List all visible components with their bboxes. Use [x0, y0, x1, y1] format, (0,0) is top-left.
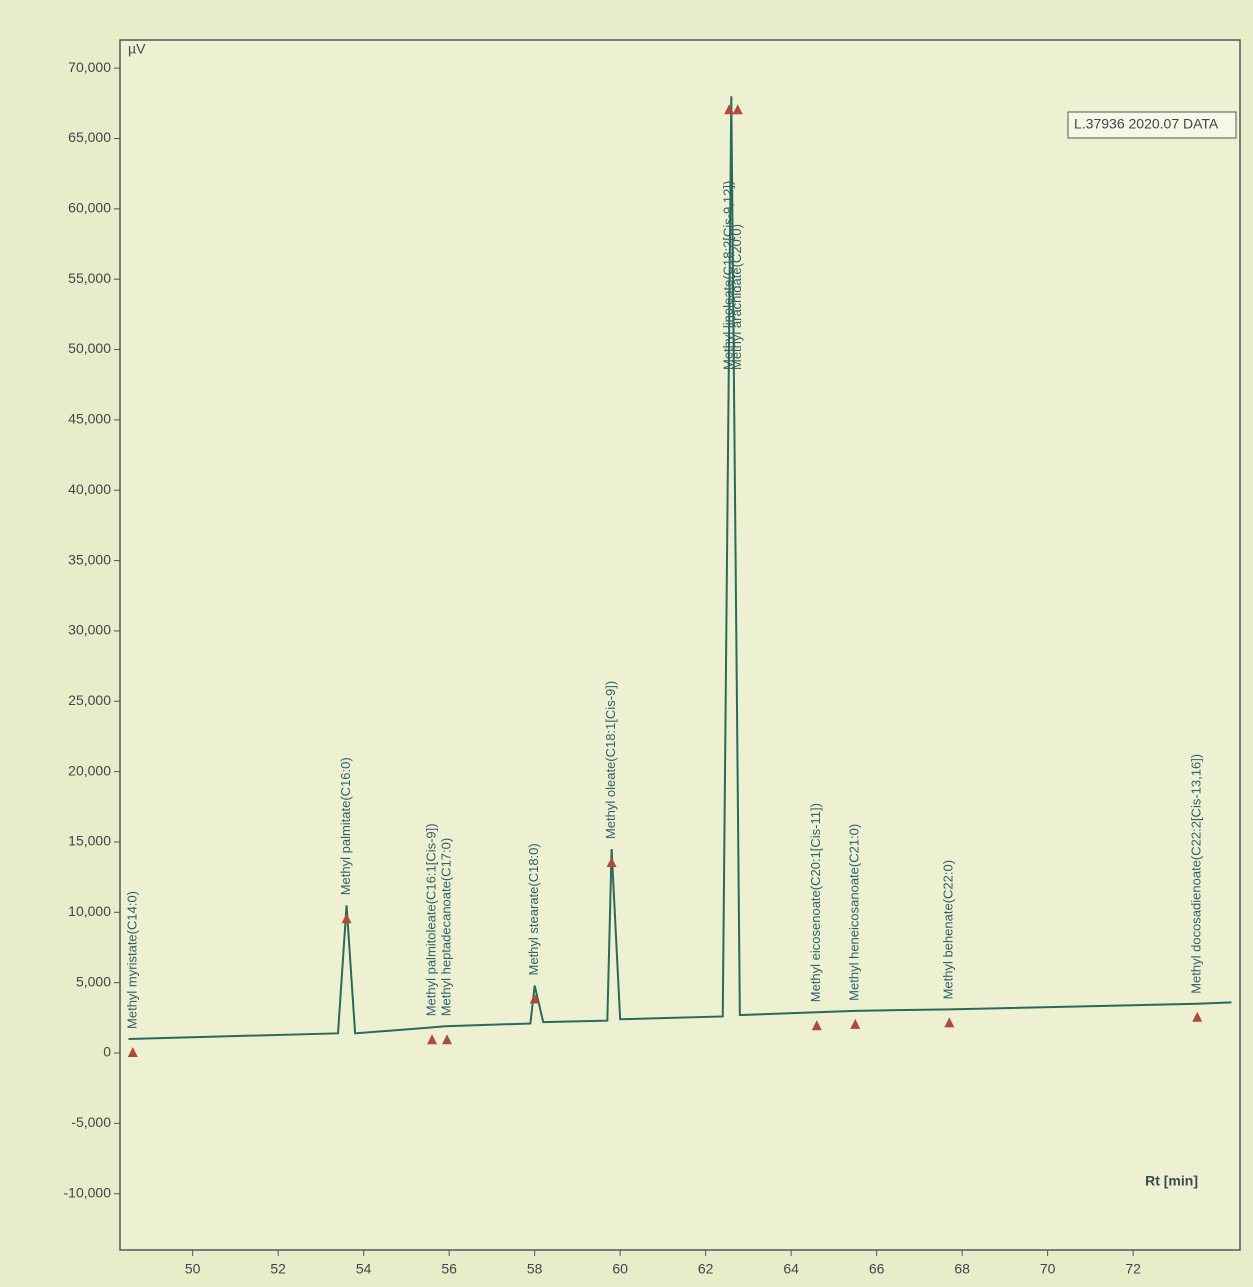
y-tick-label: 10,000 [68, 903, 111, 919]
x-tick-label: 52 [270, 1261, 286, 1277]
peak-marker [944, 1017, 955, 1028]
y-tick-label: 45,000 [68, 411, 111, 427]
peak-label: Methyl heptadecanoate(C17:0) [438, 838, 453, 1017]
peak-label: Methyl docosadienoate(C22:2[Cis-13,16]) [1189, 754, 1204, 994]
peak-marker [427, 1034, 438, 1045]
chromatogram-line [128, 96, 1232, 1040]
peak-label: Methyl heneicosanoate(C21:0) [847, 824, 862, 1001]
x-tick-label: 54 [356, 1261, 372, 1277]
x-tick-label: 66 [869, 1261, 885, 1277]
peak-label: Methyl palmitate(C16:0) [338, 757, 353, 895]
peak-label: Methyl stearate(C18:0) [526, 843, 541, 975]
x-tick-label: 62 [698, 1261, 714, 1277]
peak-marker [724, 104, 735, 115]
y-tick-label: -10,000 [64, 1184, 112, 1200]
y-tick-label: 30,000 [68, 622, 111, 638]
peak-marker [442, 1034, 453, 1045]
peak-marker [1192, 1011, 1203, 1022]
peak-label: Methyl eicosenoate(C20:1[Cis-11]) [808, 803, 823, 1002]
peak-marker [811, 1020, 822, 1031]
x-tick-label: 72 [1125, 1261, 1141, 1277]
peak-marker [127, 1046, 138, 1057]
legend-entry: L.37936 2020.07 DATA [1074, 116, 1219, 132]
x-tick-label: 50 [185, 1261, 201, 1277]
peak-label: Methyl oleate(C18:1[Cis-9]) [603, 681, 618, 839]
peak-marker [529, 993, 540, 1004]
y-tick-label: 15,000 [68, 833, 111, 849]
y-tick-label: 70,000 [68, 59, 111, 75]
peak-marker [732, 104, 743, 115]
peak-marker [850, 1018, 861, 1029]
y-tick-label: 0 [103, 1044, 111, 1060]
legend-box [1067, 111, 1237, 139]
peak-label: Methyl behenate(C22:0) [941, 860, 956, 999]
y-unit: µV [128, 41, 146, 57]
y-tick-label: 55,000 [68, 270, 111, 286]
x-tick-label: 70 [1040, 1261, 1056, 1277]
y-tick-label: -5,000 [71, 1114, 111, 1130]
peak-label: Methyl arachidate(C20:0) [729, 224, 744, 370]
peak-label: Methyl palmitoleate(C16:1[Cis-9]) [423, 823, 438, 1016]
y-tick-label: 35,000 [68, 551, 111, 567]
x-tick-label: 58 [527, 1261, 543, 1277]
y-tick-label: 65,000 [68, 129, 111, 145]
x-axis-label: Rt [min] [1145, 1173, 1198, 1189]
peak-label: Methyl linoleate(C18:2[Cis-9,12]) [721, 181, 736, 370]
y-tick-label: 25,000 [68, 692, 111, 708]
x-tick-label: 64 [783, 1261, 799, 1277]
x-tick-label: 56 [441, 1261, 457, 1277]
plot-frame [119, 39, 1241, 1251]
y-tick-label: 20,000 [68, 762, 111, 778]
x-tick-label: 60 [612, 1261, 628, 1277]
y-tick-label: 5,000 [76, 973, 111, 989]
peak-marker [341, 913, 352, 924]
y-tick-label: 60,000 [68, 200, 111, 216]
peak-label: Methyl myristate(C14:0) [124, 891, 139, 1029]
peak-marker [606, 857, 617, 868]
y-tick-label: 40,000 [68, 481, 111, 497]
x-tick-label: 68 [954, 1261, 970, 1277]
y-tick-label: 50,000 [68, 340, 111, 356]
